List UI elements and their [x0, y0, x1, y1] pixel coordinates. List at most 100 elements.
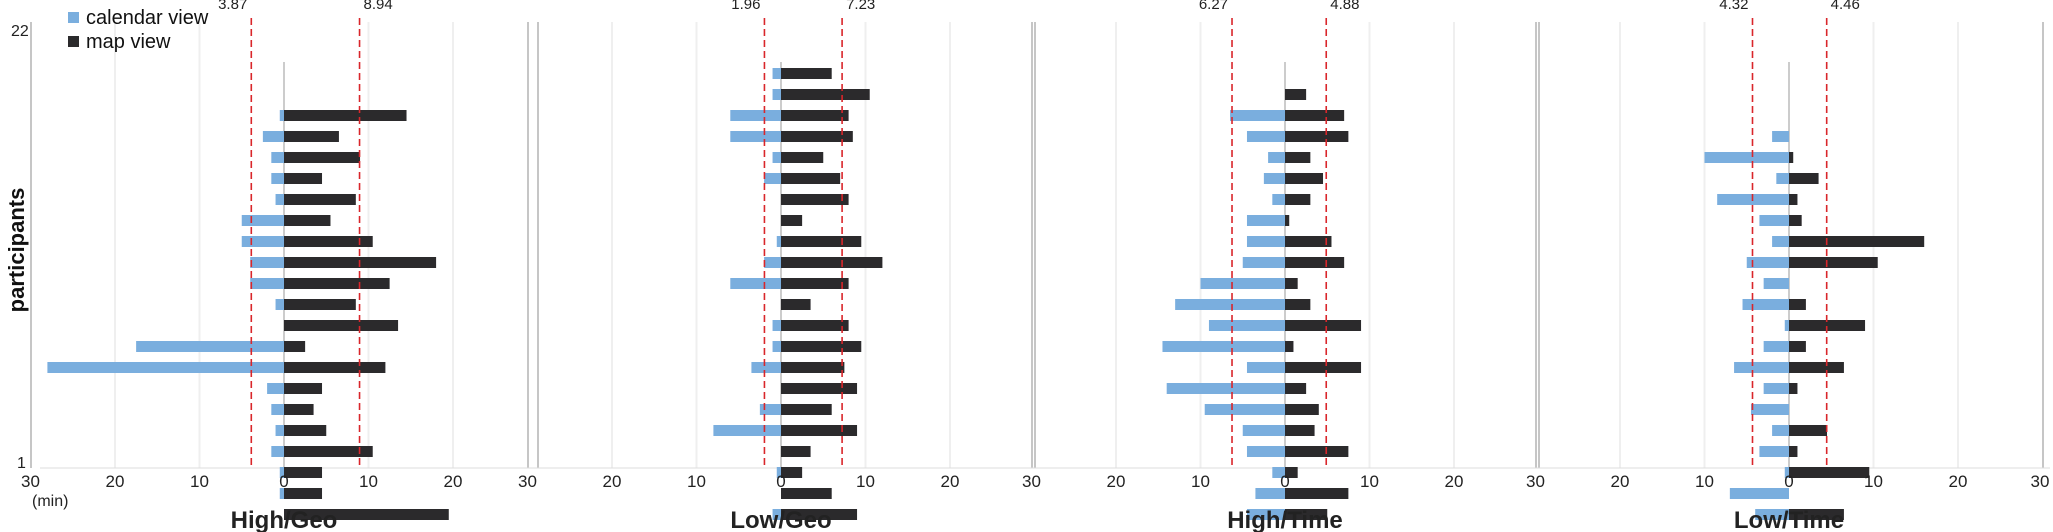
bar-map-high-time-p7	[1285, 383, 1307, 394]
bar-map-low-geo-p16	[781, 194, 849, 205]
bar-calendar-low-geo-p19	[730, 131, 781, 142]
x-tick-label: 0	[1280, 472, 1289, 491]
bar-calendar-low-geo-p9	[772, 341, 781, 352]
bar-calendar-low-geo-p3	[776, 467, 781, 478]
bar-map-high-geo-p18	[284, 152, 361, 163]
bar-calendar-low-geo-p10	[772, 320, 781, 331]
bar-map-low-time-p3	[1789, 467, 1870, 478]
bar-calendar-low-geo-p21	[772, 89, 781, 100]
bar-calendar-low-geo-p6	[759, 404, 781, 415]
bar-calendar-high-time-p4	[1246, 446, 1285, 457]
bar-calendar-low-time-p1	[1755, 509, 1789, 520]
bar-map-high-geo-p11	[284, 299, 356, 310]
bar-calendar-high-time-p3	[1272, 467, 1285, 478]
bar-map-low-geo-p2	[781, 488, 832, 499]
bar-calendar-high-time-p14	[1246, 236, 1285, 247]
bar-map-low-geo-p6	[781, 404, 832, 415]
bar-calendar-high-geo-p3	[279, 467, 284, 478]
bar-map-low-geo-p15	[781, 215, 803, 226]
bar-calendar-high-time-p8	[1246, 362, 1285, 373]
x-tick-label: 0	[279, 472, 288, 491]
bar-map-high-time-p3	[1285, 467, 1298, 478]
bar-map-low-geo-p14	[781, 236, 862, 247]
x-tick-label: 20	[1949, 472, 1968, 491]
bar-calendar-low-time-p4	[1759, 446, 1789, 457]
bar-calendar-high-geo-p15	[241, 215, 284, 226]
x-unit-label: (min)	[32, 493, 68, 510]
bar-calendar-high-time-p1	[1246, 509, 1285, 520]
x-tick-label: 20	[1107, 472, 1126, 491]
bar-map-low-geo-p18	[781, 152, 824, 163]
bar-map-high-time-p13	[1285, 257, 1345, 268]
x-tick-label: 10	[856, 472, 875, 491]
bar-map-high-time-p19	[1285, 131, 1349, 142]
bar-calendar-low-time-p15	[1759, 215, 1789, 226]
bar-map-high-geo-p9	[284, 341, 306, 352]
bar-map-low-geo-p10	[781, 320, 849, 331]
bar-calendar-high-time-p20	[1230, 110, 1285, 121]
mean-label-calendar-high-time: 6.27	[1199, 0, 1228, 13]
bar-calendar-low-geo-p20	[730, 110, 781, 121]
x-tick-label: 10	[190, 472, 209, 491]
bar-map-low-geo-p11	[781, 299, 811, 310]
bar-map-high-time-p2	[1285, 488, 1349, 499]
bar-calendar-low-geo-p8	[751, 362, 781, 373]
bar-calendar-high-geo-p14	[241, 236, 284, 247]
bar-calendar-high-time-p10	[1208, 320, 1285, 331]
bar-calendar-low-geo-p14	[776, 236, 781, 247]
bar-map-low-geo-p21	[781, 89, 870, 100]
legend-swatch-map	[68, 36, 79, 47]
legend-swatch-calendar	[68, 12, 79, 23]
bar-map-low-time-p7	[1789, 383, 1798, 394]
x-tick-label: 10	[1695, 472, 1714, 491]
bar-map-low-time-p8	[1789, 362, 1844, 373]
bar-map-low-geo-p17	[781, 173, 841, 184]
bar-calendar-high-time-p12	[1200, 278, 1285, 289]
x-tick-label: 30	[518, 472, 537, 491]
bar-calendar-low-geo-p17	[764, 173, 781, 184]
bar-map-low-time-p15	[1789, 215, 1802, 226]
x-tick-label: 20	[106, 472, 125, 491]
x-tick-label: 10	[359, 472, 378, 491]
bar-map-low-time-p10	[1789, 320, 1866, 331]
bar-calendar-high-geo-p13	[250, 257, 284, 268]
bar-map-high-time-p15	[1285, 215, 1290, 226]
mean-lines: 3.87 8.94 1.96 7.23 6.27 4.88 4.32 4.46	[218, 0, 1860, 468]
bar-calendar-high-geo-p20	[279, 110, 284, 121]
bar-map-low-time-p16	[1789, 194, 1798, 205]
bar-map-high-time-p14	[1285, 236, 1332, 247]
x-tick-label: 0	[1784, 472, 1793, 491]
mean-label-map-high-time: 4.88	[1330, 0, 1359, 13]
bar-map-high-geo-p10	[284, 320, 399, 331]
bar-calendar-low-time-p8	[1734, 362, 1789, 373]
panel-titles: High/Geo Low/Geo High/Time Low/Time	[231, 507, 1844, 532]
bar-map-high-geo-p2	[284, 488, 323, 499]
x-tick-label: 20	[941, 472, 960, 491]
bar-map-low-time-p1	[1789, 509, 1844, 520]
bar-map-high-time-p1	[1285, 509, 1328, 520]
panel-title-high-geo: High/Geo	[231, 507, 338, 532]
bar-map-low-geo-p3	[781, 467, 803, 478]
x-tick-label: 10	[1191, 472, 1210, 491]
bar-calendar-high-time-p19	[1246, 131, 1285, 142]
bar-map-high-time-p6	[1285, 404, 1319, 415]
bar-calendar-high-geo-p7	[267, 383, 284, 394]
bar-map-low-geo-p8	[781, 362, 845, 373]
bar-calendar-low-time-p2	[1729, 488, 1789, 499]
bar-map-low-geo-p4	[781, 446, 811, 457]
bar-calendar-high-geo-p11	[275, 299, 284, 310]
bar-map-high-geo-p16	[284, 194, 356, 205]
x-tick-label: 20	[1445, 472, 1464, 491]
bar-calendar-low-geo-p13	[764, 257, 781, 268]
bar-map-low-geo-p5	[781, 425, 858, 436]
bar-map-high-time-p8	[1285, 362, 1362, 373]
x-tick-label: 20	[603, 472, 622, 491]
bar-calendar-high-time-p13	[1242, 257, 1285, 268]
bar-map-high-geo-p12	[284, 278, 390, 289]
bar-calendar-low-time-p7	[1763, 383, 1789, 394]
bar-calendar-low-time-p10	[1784, 320, 1789, 331]
bar-calendar-low-time-p3	[1784, 467, 1789, 478]
bar-calendar-high-time-p7	[1166, 383, 1285, 394]
x-tick-label: 10	[1864, 472, 1883, 491]
bar-map-high-geo-p14	[284, 236, 373, 247]
